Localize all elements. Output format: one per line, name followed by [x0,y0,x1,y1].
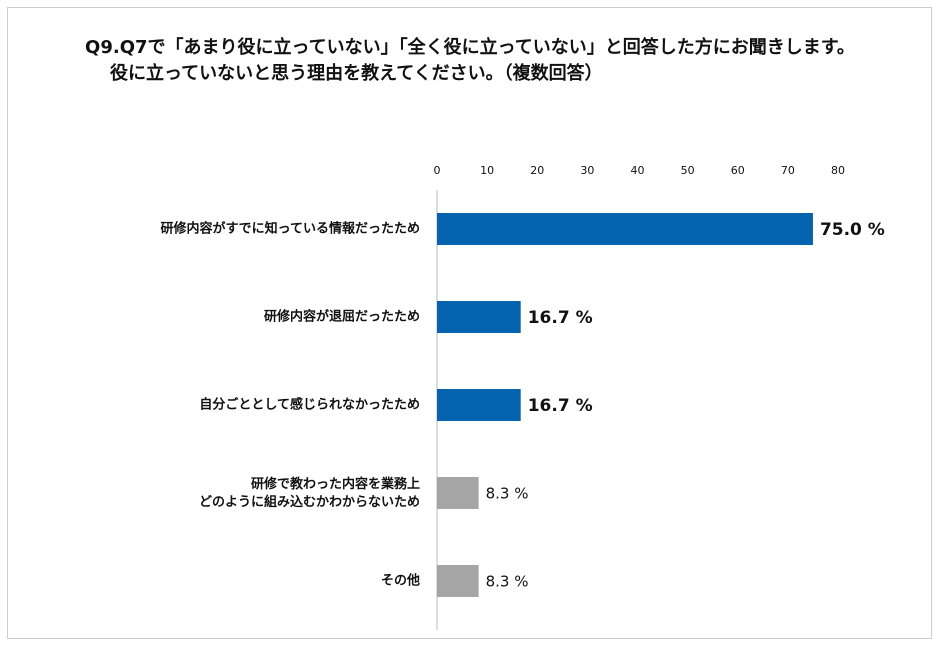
chart-title: Q9.Q7で「あまり役に立っていない」「全く役に立っていない」と回答した方にお聞… [85,36,855,58]
value-label: 8.3 % [486,485,529,503]
x-tick-label: 70 [781,164,795,177]
x-tick-label: 40 [631,164,645,177]
x-tick-label: 60 [731,164,745,177]
x-tick-label: 10 [480,164,494,177]
chart-title: 役に立っていないと思う理由を教えてください。（複数回答） [110,62,603,84]
bar [437,477,479,509]
x-tick-label: 30 [580,164,594,177]
x-tick-label: 80 [831,164,845,177]
y-tick-label: 研修内容がすでに知っている情報だったため [161,221,420,237]
bar [437,213,813,245]
value-label: 8.3 % [486,573,529,591]
x-tick-label: 0 [434,164,441,177]
value-label: 75.0 % [820,220,885,240]
x-tick-label: 20 [530,164,544,177]
y-tick-label: その他 [381,573,420,589]
value-label: 16.7 % [528,308,593,328]
bar [437,565,479,597]
bar [437,389,521,421]
y-tick-label: 研修で教わった内容を業務上どのように組み込むかわからないため [199,476,420,510]
bar [437,301,521,333]
value-label: 16.7 % [528,396,593,416]
y-tick-label: 研修内容が退屈だったため [264,309,420,325]
y-tick-label: 自分ごととして感じられなかったため [199,397,420,413]
x-tick-label: 50 [681,164,695,177]
